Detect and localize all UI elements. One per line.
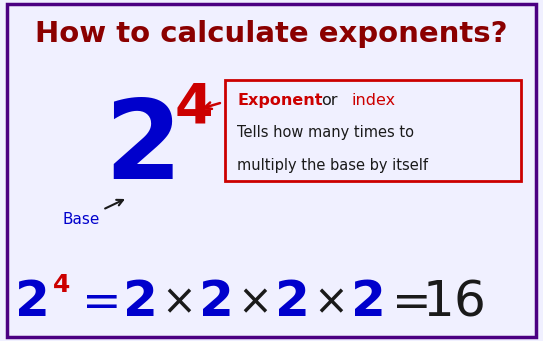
Text: How to calculate exponents?: How to calculate exponents? [35,20,508,48]
Text: multiply the base by itself: multiply the base by itself [237,158,428,173]
Text: $=$: $=$ [72,279,118,324]
Text: $\mathbf{2}$: $\mathbf{2}$ [14,278,46,326]
Text: or: or [321,93,338,108]
Text: $\mathbf{2}$: $\mathbf{2}$ [104,95,173,202]
Text: Tells how many times to: Tells how many times to [237,125,414,140]
Text: $\mathbf{2}$: $\mathbf{2}$ [122,278,155,326]
Text: $16$: $16$ [422,278,485,326]
Text: index: index [351,93,395,108]
Text: $\mathbf{2}$: $\mathbf{2}$ [274,278,307,326]
Text: $\times$: $\times$ [313,281,344,323]
Text: $\times$: $\times$ [237,281,268,323]
Text: Exponent: Exponent [237,93,323,108]
FancyBboxPatch shape [225,80,521,181]
Text: Base: Base [62,200,123,227]
Text: $\mathbf{2}$: $\mathbf{2}$ [350,278,383,326]
Text: $\mathbf{4}$: $\mathbf{4}$ [174,80,212,134]
Text: $\times$: $\times$ [161,281,192,323]
Text: $\mathbf{2}$: $\mathbf{2}$ [198,278,231,326]
Text: $=$: $=$ [382,279,427,324]
Text: $\mathbf{4}$: $\mathbf{4}$ [52,273,70,297]
